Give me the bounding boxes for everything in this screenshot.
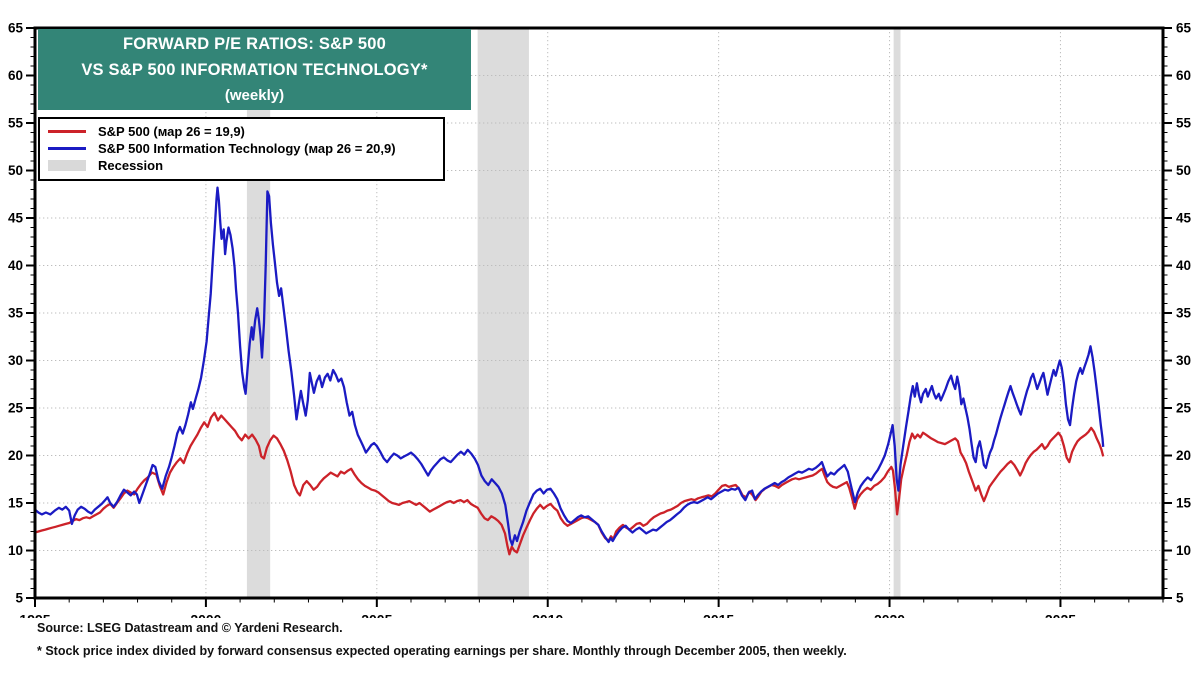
y-tick-label-right: 35: [1176, 306, 1192, 321]
sp500-it-line: [34, 186, 1105, 546]
sp500-it-line-swatch: [48, 147, 86, 150]
y-tick-label-left: 30: [8, 353, 23, 368]
pe-ratio-chart-canvas: 1995200020052010201520202025551010151520…: [8, 21, 1192, 619]
y-tick-label-left: 60: [8, 68, 23, 83]
y-tick-label-left: 5: [15, 591, 23, 606]
chart-legend: S&P 500 (мар 26 = 19,9) S&P 500 Informat…: [38, 117, 445, 181]
y-tick-label-left: 10: [8, 543, 23, 558]
y-tick-label-right: 10: [1176, 543, 1191, 558]
y-tick-label-left: 40: [8, 258, 23, 273]
chart-title-box: FORWARD P/E RATIOS: S&P 500 VS S&P 500 I…: [38, 29, 471, 110]
x-tick-label: 2000: [190, 611, 221, 618]
sp500-line-swatch: [48, 130, 86, 133]
legend-item-recession: Recession: [48, 157, 435, 174]
chart-title-line3: (weekly): [224, 86, 285, 104]
y-tick-label-right: 60: [1176, 68, 1191, 83]
methodology-note: * Stock price index divided by forward c…: [37, 644, 847, 658]
recession-band-swatch: [48, 160, 86, 171]
legend-item-sp500: S&P 500 (мар 26 = 19,9): [48, 123, 435, 140]
y-tick-label-left: 15: [8, 496, 24, 511]
y-tick-label-left: 55: [8, 116, 24, 131]
y-tick-label-left: 45: [8, 211, 24, 226]
y-tick-label-right: 15: [1176, 496, 1192, 511]
legend-item-sp500-it: S&P 500 Information Technology (мар 26 =…: [48, 140, 435, 157]
y-tick-label-left: 65: [8, 21, 24, 36]
y-tick-label-right: 45: [1176, 211, 1192, 226]
source-note: Source: LSEG Datastream and © Yardeni Re…: [37, 621, 343, 635]
sp500-line: [34, 411, 1105, 556]
y-tick-label-left: 35: [8, 306, 24, 321]
x-tick-label: 2005: [361, 611, 392, 618]
y-tick-label-left: 25: [8, 401, 24, 416]
y-tick-label-right: 50: [1176, 163, 1191, 178]
legend-label-recession: Recession: [98, 158, 164, 173]
recession-band: [893, 29, 901, 597]
x-tick-label: 1995: [19, 611, 50, 618]
y-tick-label-right: 55: [1176, 116, 1192, 131]
legend-label-sp500: S&P 500 (мар 26 = 19,9): [98, 124, 245, 139]
legend-label-sp500-it: S&P 500 Information Technology (мар 26 =…: [98, 141, 396, 156]
y-tick-label-right: 40: [1176, 258, 1191, 273]
y-tick-label-right: 30: [1176, 353, 1191, 368]
y-tick-label-left: 50: [8, 163, 23, 178]
chart-title-line1: FORWARD P/E RATIOS: S&P 500: [122, 34, 387, 53]
x-tick-label: 2015: [703, 611, 734, 618]
y-tick-label-right: 20: [1176, 448, 1191, 463]
chart-title-line2: VS S&P 500 INFORMATION TECHNOLOGY*: [81, 60, 428, 79]
x-tick-label: 2010: [532, 611, 563, 618]
y-tick-label-right: 5: [1176, 591, 1184, 606]
y-tick-label-right: 25: [1176, 401, 1192, 416]
y-tick-label-right: 65: [1176, 21, 1192, 36]
y-tick-label-left: 20: [8, 448, 23, 463]
